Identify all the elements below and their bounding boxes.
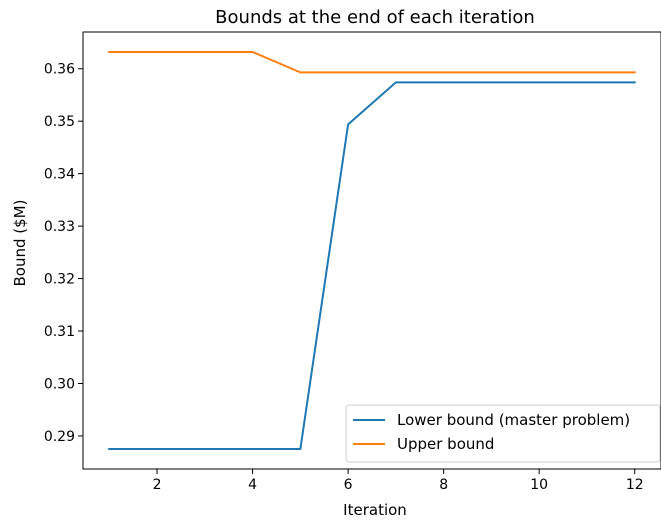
x-tick-label: 2 <box>153 477 162 493</box>
x-tick-label: 10 <box>530 477 548 493</box>
y-tick-label: 0.30 <box>44 376 75 392</box>
y-tick-label: 0.31 <box>44 324 75 340</box>
y-tick-label: 0.33 <box>44 219 75 235</box>
x-axis-label: Iteration <box>343 501 407 519</box>
axis-ticks: 2 4 6 8 10 12 0.29 0.30 0.31 0.32 0.33 0.34 0.35 0.36 <box>44 62 644 493</box>
series-line-1 <box>108 50 636 74</box>
y-tick-label: 0.34 <box>44 167 75 183</box>
y-tick-label: 0.29 <box>44 429 75 445</box>
legend-box <box>345 404 661 463</box>
x-tick-label: 6 <box>344 477 353 493</box>
legend-label-upper-bound: Upper bound <box>397 435 494 453</box>
y-tick-label: 0.35 <box>44 114 75 130</box>
x-tick-label: 4 <box>248 477 257 493</box>
legend: Lower bound (master problem) Upper bound <box>345 404 661 463</box>
y-axis-label: Bound ($M) <box>11 200 29 287</box>
chart-title: Bounds at the end of each iteration <box>215 7 535 28</box>
plot-area <box>108 50 636 451</box>
y-tick-label: 0.32 <box>44 272 75 288</box>
x-tick-label: 8 <box>439 477 448 493</box>
y-tick-label: 0.36 <box>44 62 75 78</box>
legend-label-lower-bound: Lower bound (master problem) <box>397 411 630 429</box>
series-line-0 <box>108 81 636 451</box>
x-tick-label: 12 <box>626 477 644 493</box>
axes-frame <box>82 31 661 470</box>
